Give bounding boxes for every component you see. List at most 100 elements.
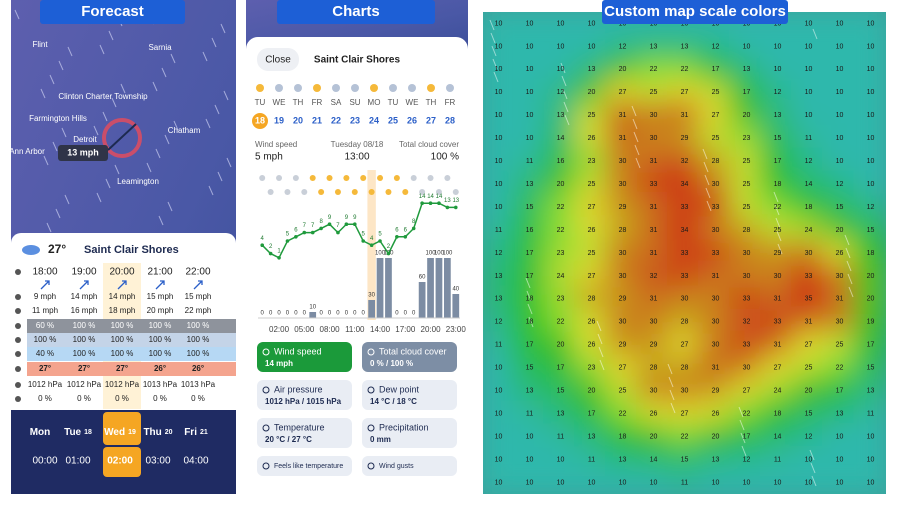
wind-streak <box>55 208 61 219</box>
heat-value: 10 <box>805 43 813 50</box>
heat-value: 31 <box>712 273 720 280</box>
heat-value: 10 <box>557 20 565 27</box>
heat-cell <box>760 78 795 106</box>
heat-value: 10 <box>836 456 844 463</box>
cloud-value: 0 <box>328 311 332 317</box>
wind-streak <box>848 286 854 298</box>
heat-value: 12 <box>743 456 751 463</box>
metric-button[interactable] <box>362 342 457 372</box>
metric-button[interactable] <box>257 418 352 448</box>
heat-value: 30 <box>619 158 627 165</box>
hours-cell: 21:00 <box>147 267 172 278</box>
heat-cell <box>760 147 795 175</box>
heat-cell <box>636 124 671 152</box>
weekday: WE <box>406 98 419 107</box>
metric-value: 0 % / 100 % <box>370 359 413 368</box>
heat-value: 10 <box>588 43 596 50</box>
heat-cell <box>543 55 578 83</box>
cloud-bar <box>452 294 460 318</box>
heat-value: 27 <box>743 388 751 395</box>
heat-cell <box>698 446 733 474</box>
heat-value: 10 <box>805 89 813 96</box>
heat-value: 18 <box>867 250 875 257</box>
hour-icon <box>267 189 274 195</box>
heat-cell <box>483 469 516 494</box>
heat-value: 10 <box>836 43 844 50</box>
metric-button[interactable] <box>257 456 352 476</box>
wind-streak <box>64 194 70 205</box>
cloud_high-cell: 100 % <box>149 321 172 330</box>
heat-cell <box>512 147 547 175</box>
cloud-value: 0 <box>269 311 273 317</box>
wind-value: 5 <box>362 232 366 238</box>
heat-value: 20 <box>867 273 875 280</box>
heat-value: 14 <box>774 433 782 440</box>
hour-icon <box>377 175 384 181</box>
wind-point <box>403 235 408 239</box>
heat-cell <box>760 193 795 221</box>
heat-value: 10 <box>650 479 658 486</box>
wind-streak <box>846 260 852 272</box>
heat-value: 30 <box>743 273 751 280</box>
heat-value: 16 <box>557 158 565 165</box>
heat-value: 10 <box>836 112 844 119</box>
metric-label: Wind speed <box>274 346 322 356</box>
day-label[interactable]: Tue 18 <box>64 427 92 438</box>
heat-cell <box>605 446 640 474</box>
heat-cell <box>605 262 640 290</box>
cloud-value: 100 <box>434 251 445 257</box>
weather-icon <box>313 84 321 92</box>
metric-button[interactable] <box>362 418 457 448</box>
day-label[interactable]: Fri 21 <box>184 427 208 438</box>
heat-value: 29 <box>650 342 658 349</box>
heat-cell <box>636 262 671 290</box>
x-label: 05:00 <box>294 325 315 334</box>
wind-streak <box>525 277 531 289</box>
heat-value: 12 <box>867 204 875 211</box>
wind-streak <box>777 243 783 255</box>
day-name: Fri <box>184 427 197 438</box>
heat-value: 31 <box>681 112 689 119</box>
row-icon <box>15 337 21 343</box>
heat-cell <box>605 124 640 152</box>
date: 25 <box>388 115 398 125</box>
heat-cell <box>729 239 764 267</box>
info-label: Wind speed <box>255 140 297 149</box>
heat-value: 19 <box>867 319 875 326</box>
day-label[interactable]: Wed 19 <box>104 427 136 438</box>
hour-icon <box>318 189 325 195</box>
weekday: FR <box>445 98 456 107</box>
heat-value: 11 <box>774 456 781 463</box>
heat-cell <box>760 262 795 290</box>
heat-cell <box>760 331 795 359</box>
heat-cell <box>791 147 826 175</box>
heat-value: 33 <box>743 296 751 303</box>
day-label[interactable]: Thu 20 <box>143 427 172 438</box>
heat-value: 10 <box>712 479 720 486</box>
heat-cell <box>853 55 886 83</box>
heat-cell <box>543 308 578 336</box>
heat-cell <box>698 423 733 451</box>
day-label[interactable]: Mon <box>30 427 51 438</box>
heat-cell <box>636 170 671 198</box>
heat-cell <box>605 308 640 336</box>
heat-cell <box>512 170 547 198</box>
metric-button[interactable] <box>362 380 457 410</box>
heat-cell <box>822 193 857 221</box>
wind-streak <box>667 363 673 375</box>
cloud_low-cell: 40 % <box>36 349 54 358</box>
x-label: 02:00 <box>269 325 290 334</box>
metric-button[interactable] <box>257 342 352 372</box>
heat-value: 29 <box>681 135 689 142</box>
heat-cell <box>512 124 547 152</box>
heat-value: 10 <box>526 479 534 486</box>
row-icon <box>15 323 21 329</box>
close-button[interactable] <box>257 48 299 71</box>
metric-value: 20 °C / 27 °C <box>265 435 312 444</box>
heat-cell <box>667 469 702 494</box>
metric-button[interactable] <box>362 456 457 476</box>
heat-value: 30 <box>712 296 720 303</box>
hours-cell: 18:00 <box>32 267 57 278</box>
heat-value: 25 <box>588 112 596 119</box>
metric-button[interactable] <box>257 380 352 410</box>
